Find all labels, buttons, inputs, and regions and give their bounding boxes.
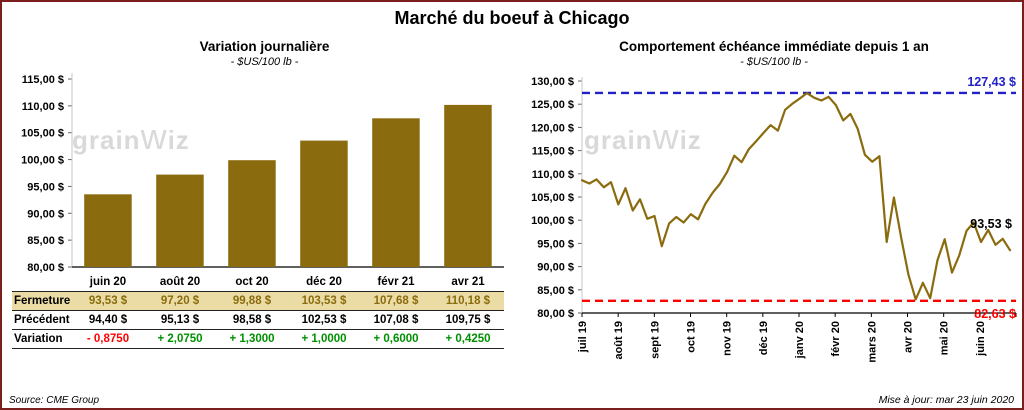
watermark-text: grain [584,125,653,155]
x-axis-label: nov 19 [722,321,734,356]
row-label: Fermeture [12,291,72,311]
month-header-cell: déc 20 [288,273,360,292]
y-axis-label: 105,00 $ [21,128,64,140]
month-header-row: juin 20 août 20 oct 20 déc 20 févr 21 avr 21 [12,273,504,292]
x-axis-label: août 19 [613,321,625,360]
row-label: Précédent [12,310,72,330]
x-axis-label: oct 19 [686,321,698,353]
value-cell: + 1,0000 [288,329,360,349]
high-value-label: 127,43 $ [967,75,1016,89]
left-panel-title: Variation journalière [199,39,330,54]
y-axis-label: 115,00 $ [532,146,574,158]
left-panel-subtitle: - $US/100 lb - [230,56,299,68]
y-axis-label: 120,00 $ [531,122,574,134]
bar-juin 20 [84,194,132,267]
value-cell: 109,75 $ [432,310,504,330]
value-cell: + 2,0750 [144,329,216,349]
x-axis-label: avr 20 [903,321,915,353]
updated-note: Mise à jour: mar 23 juin 2020 [878,394,1014,406]
grainwiz-watermark: grainwiz [584,116,702,158]
month-header-cell: avr 21 [432,273,504,292]
month-header-cell: févr 21 [360,273,432,292]
value-cell: 93,53 $ [72,291,144,311]
front-month-panel: Comportement échéance immédiate depuis 1… [524,38,1022,369]
value-cell: 103,53 $ [288,291,360,311]
value-cell: 94,40 $ [72,310,144,330]
y-axis-label: 110,00 $ [532,169,574,181]
y-axis-label: 100,00 $ [21,155,64,167]
value-cell: + 0,4250 [432,329,504,349]
month-header-cell: juin 20 [72,273,144,292]
watermark-text: iz [679,125,702,155]
bar-déc 20 [300,140,348,267]
y-axis-label: 110,00 $ [22,101,64,113]
value-cell: 102,53 $ [288,310,360,330]
watermark-w: w [140,116,168,157]
y-axis-label: 95,00 $ [537,238,574,250]
y-axis-label: 90,00 $ [537,262,574,274]
y-axis-label: 80,00 $ [27,262,64,273]
price-table: juin 20 août 20 oct 20 déc 20 févr 21 avr 21 F… [12,273,504,349]
bar-août 20 [156,174,204,267]
value-cell: 99,88 $ [216,291,288,311]
month-header-cell: oct 20 [216,273,288,292]
x-axis-label: juil 19 [577,321,589,353]
low-value-label: 82,63 $ [974,307,1016,321]
page-title: Marché du boeuf à Chicago [394,8,630,28]
daily-variation-panel: Variation journalière - $US/100 lb - gra… [12,38,517,349]
watermark-w: w [652,116,680,157]
x-axis-label: sept 19 [649,321,661,359]
y-axis-label: 100,00 $ [531,215,574,227]
watermark-text: iz [167,125,190,155]
x-axis-label: juin 20 [975,321,987,357]
value-cell: - 0,8750 [72,329,144,349]
price-line [580,92,1012,301]
watermark-text: grain [72,125,141,155]
value-cell: 95,13 $ [144,310,216,330]
y-axis-label: 115,00 $ [22,74,64,86]
x-axis-label: déc 19 [758,321,770,355]
value-cell: 110,18 $ [432,291,504,311]
y-axis-label: 85,00 $ [537,285,574,297]
y-axis-label: 125,00 $ [531,99,574,111]
x-axis-label: janv 20 [794,321,806,359]
right-panel-title: Comportement échéance immédiate depuis 1… [619,39,929,54]
daily-variation-bar-chart: 80,00 $ 85,00 $ 90,00 $ 95,00 $ 100,00 $ 105,… [21,73,504,273]
y-axis-label: 80,00 $ [537,308,574,320]
x-axis-label: févr 20 [830,321,842,356]
grainwiz-watermark: grainwiz [72,116,190,158]
bar-févr 21 [372,118,420,267]
table-row-précédent: Précédent 94,40 $95,13 $98,58 $102,53 $10… [12,310,504,330]
value-cell: + 1,3000 [216,329,288,349]
value-cell: 97,20 $ [144,291,216,311]
value-cell: 107,08 $ [360,310,432,330]
x-axis-label: mai 20 [939,321,951,355]
y-axis-label: 105,00 $ [531,192,574,204]
last-value-label: 93,53 $ [970,217,1012,231]
value-cell: + 0,6000 [360,329,432,349]
right-panel-subtitle: - $US/100 lb - [740,56,808,68]
empty-header-cell [12,273,72,292]
front-month-line-chart: 80,00 $ 85,00 $ 90,00 $ 95,00 $ 100,00 $ 105,… [531,75,1017,363]
table-row-variation: Variation - 0,8750 + 2,0750 + 1,3000 + 1,000… [12,329,504,349]
month-header-cell: août 20 [144,273,216,292]
value-cell: 98,58 $ [216,310,288,330]
y-axis-label: 85,00 $ [27,235,64,247]
table-row-fermeture: Fermeture 93,53 $97,20 $99,88 $103,53 $10… [12,291,504,311]
x-axis-label: mars 20 [866,321,878,363]
y-axis-label: 130,00 $ [531,76,574,88]
value-cell: 107,68 $ [360,291,432,311]
bar-oct 20 [228,160,276,267]
bar-avr 21 [444,104,492,268]
row-label: Variation [12,329,72,349]
y-axis-label: 95,00 $ [27,181,64,193]
source-note: Source: CME Group [9,395,100,406]
y-axis-label: 90,00 $ [27,208,64,220]
